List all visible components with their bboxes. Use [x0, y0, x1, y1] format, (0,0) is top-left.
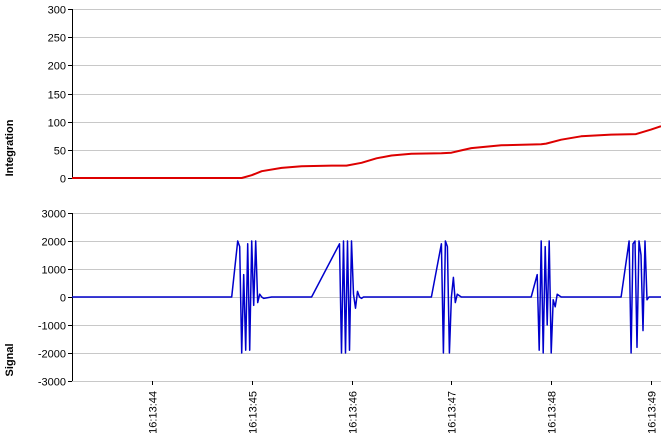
y-tick-label: 3000	[42, 209, 66, 221]
y-tick-label: 1000	[42, 265, 66, 277]
y-tick-label: 300	[48, 5, 66, 17]
y-axis-title: Integration	[4, 119, 16, 176]
y-tick-label: 50	[54, 146, 66, 158]
y-tick-label: 100	[48, 118, 66, 130]
y-tick-label: 150	[48, 90, 66, 102]
y-tick-label: 200	[48, 61, 66, 73]
x-tick-label: 16:13:47	[447, 391, 459, 434]
signal-series-line	[72, 240, 661, 354]
time-axis: 16:13:44 16:13:45 16:13:46 16:13:47 16:13:48…	[148, 381, 659, 434]
signal-panel: 3000 2000 1000 0 -1000 -2000 -3000 Signal	[4, 209, 661, 389]
y-tick-label: 0	[60, 174, 66, 186]
x-tick-label: 16:13:49	[647, 391, 659, 434]
y-tick-label: 0	[60, 293, 66, 305]
x-tick-label: 16:13:45	[248, 391, 260, 434]
x-tick-label: 16:13:48	[547, 391, 559, 434]
y-tick-label: -1000	[38, 321, 66, 333]
x-tick-label: 16:13:46	[348, 391, 360, 434]
y-tick-label: 2000	[42, 237, 66, 249]
y-tick-label: -2000	[38, 349, 66, 361]
integration-series-line	[72, 125, 661, 179]
y-tick-label: -3000	[38, 377, 66, 389]
y-tick-label: 250	[48, 33, 66, 45]
x-tick-label: 16:13:44	[148, 391, 160, 434]
integration-panel: 300 250 200 150 100 50 0 Integration	[4, 5, 661, 186]
y-axis-title: Signal	[4, 343, 16, 376]
